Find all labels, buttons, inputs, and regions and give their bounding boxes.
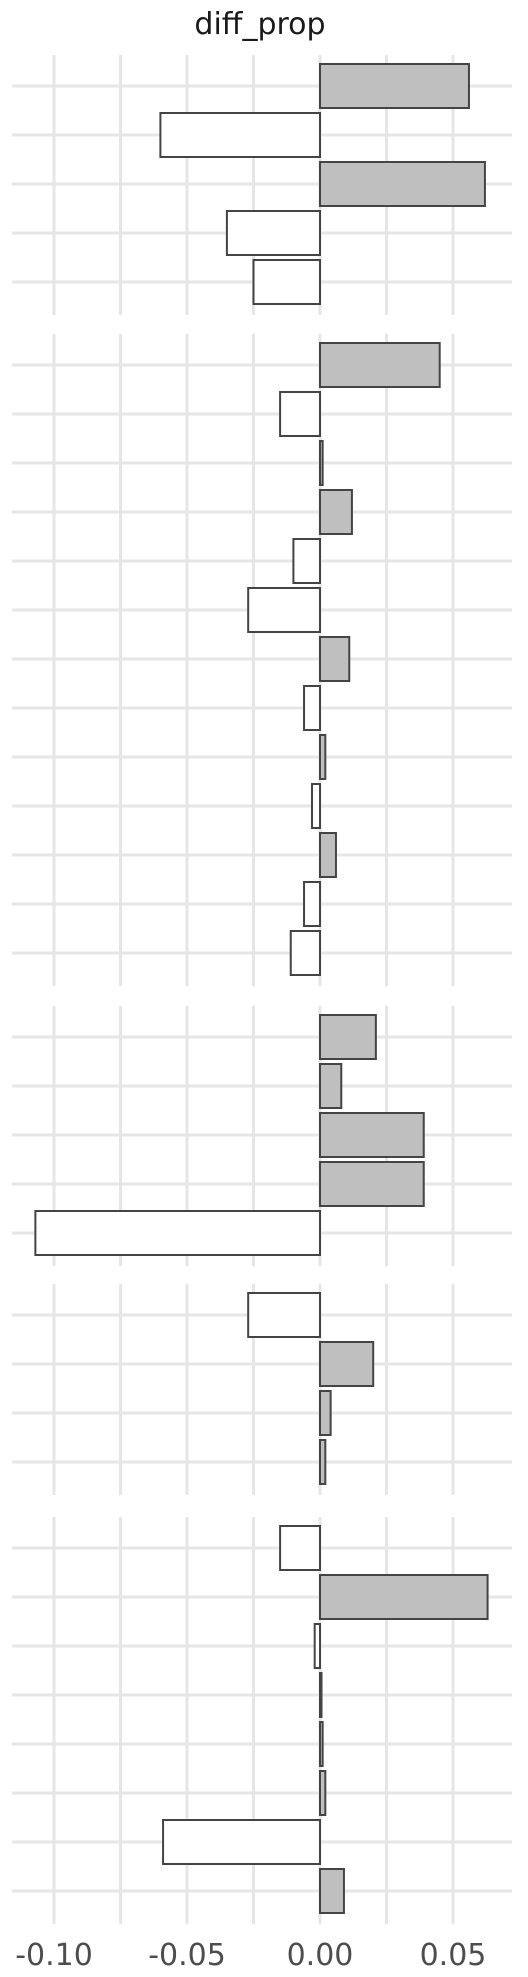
bar	[225, 210, 321, 256]
bar	[319, 1439, 327, 1485]
bar	[252, 259, 321, 305]
bar	[34, 1210, 321, 1256]
bar	[319, 1770, 327, 1816]
bar	[289, 930, 321, 976]
bar	[319, 1721, 324, 1767]
bar	[319, 636, 351, 682]
bar	[319, 734, 327, 780]
facet-panel-2	[12, 334, 512, 986]
bar	[247, 1292, 321, 1338]
x-axis-tick-labels: -0.10 -0.05 0.00 0.05	[15, 1938, 486, 1973]
bar	[162, 1819, 321, 1865]
bar	[319, 161, 486, 207]
bar	[319, 1868, 345, 1914]
bar	[159, 112, 321, 158]
bar	[247, 587, 321, 633]
bar	[319, 1341, 375, 1387]
bar	[319, 440, 324, 486]
bar	[279, 391, 322, 437]
bar	[319, 63, 470, 109]
bar	[319, 342, 441, 388]
bar	[303, 881, 322, 927]
bar	[319, 832, 337, 878]
facet-panel-1	[12, 55, 512, 315]
bar	[313, 1623, 321, 1669]
bar	[319, 1574, 489, 1620]
panels-layer	[12, 55, 512, 1924]
bar	[292, 538, 321, 584]
bar	[319, 1161, 425, 1207]
x-tick-label: -0.10	[15, 1938, 93, 1973]
bar	[303, 685, 322, 731]
bar	[319, 1672, 323, 1718]
bar	[319, 1014, 377, 1060]
x-tick-label: 0.00	[287, 1938, 354, 1973]
facet-panel-3	[12, 1006, 512, 1266]
x-tick-label: -0.05	[148, 1938, 226, 1973]
facet-panel-5	[12, 1517, 512, 1924]
bar	[319, 1063, 343, 1109]
bar	[311, 783, 321, 829]
bar	[319, 489, 353, 535]
bar	[279, 1525, 322, 1571]
facet-panel-4	[12, 1284, 512, 1495]
bar	[319, 1390, 332, 1436]
bar	[319, 1112, 425, 1158]
x-tick-label: 0.05	[420, 1938, 487, 1973]
chart-title: diff_prop	[194, 7, 325, 42]
